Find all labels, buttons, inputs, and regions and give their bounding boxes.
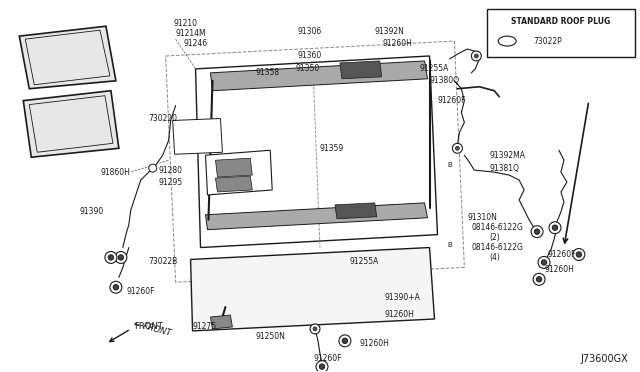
Circle shape [105,251,117,263]
Circle shape [342,338,348,343]
Circle shape [534,229,540,234]
Circle shape [316,361,328,372]
Polygon shape [173,119,223,154]
Text: 91250N: 91250N [255,332,285,341]
Circle shape [148,164,157,172]
Text: 91260F: 91260F [127,287,156,296]
Circle shape [541,260,547,265]
Text: 91392MA: 91392MA [489,151,525,160]
Circle shape [110,281,122,293]
Circle shape [474,54,478,58]
Text: 91306: 91306 [298,27,322,36]
Circle shape [456,146,460,150]
Text: 91380Q: 91380Q [429,76,460,85]
Circle shape [108,255,113,260]
Text: 91260F: 91260F [438,96,466,105]
Text: 91390: 91390 [79,207,103,216]
Circle shape [319,364,324,369]
Text: 91255A: 91255A [420,64,449,73]
Polygon shape [205,203,428,230]
Polygon shape [216,176,252,192]
Polygon shape [335,203,377,219]
Circle shape [310,324,320,334]
Text: 91310N: 91310N [467,213,497,222]
Text: 91214M: 91214M [175,29,206,38]
Circle shape [313,327,317,331]
Text: J73600GX: J73600GX [581,354,628,364]
Polygon shape [340,61,381,79]
Text: 73022P: 73022P [533,36,562,46]
Text: 91260H: 91260H [383,39,413,48]
Polygon shape [211,61,428,91]
Circle shape [339,335,351,347]
Text: 91359: 91359 [320,144,344,153]
Text: 91260H: 91260H [385,310,415,318]
Text: 91260H: 91260H [544,265,574,274]
Text: 91260F: 91260F [547,250,575,259]
Text: 08146-6122G: 08146-6122G [471,223,524,232]
Polygon shape [23,91,119,157]
Text: 91390+A: 91390+A [385,293,420,302]
Text: 91360: 91360 [298,51,322,61]
Text: (2): (2) [489,233,500,242]
Polygon shape [211,315,232,329]
Polygon shape [19,26,116,89]
Circle shape [549,222,561,234]
Text: B: B [447,241,452,247]
Text: 91246: 91246 [184,39,208,48]
Circle shape [113,285,118,290]
Text: 91392N: 91392N [375,27,404,36]
Circle shape [452,143,462,153]
Circle shape [118,255,124,260]
Bar [487,9,635,57]
Text: 91260H: 91260H [360,339,390,348]
Circle shape [573,248,585,260]
Circle shape [471,51,481,61]
Circle shape [538,256,550,268]
Circle shape [536,277,541,282]
Text: 91295: 91295 [159,177,183,186]
Text: 91280: 91280 [159,166,182,174]
Ellipse shape [498,36,516,46]
Circle shape [531,226,543,238]
Text: 91350: 91350 [295,64,319,73]
Text: ← FRONT: ← FRONT [133,320,172,338]
Text: 91381Q: 91381Q [489,164,519,173]
Text: (4): (4) [489,253,500,262]
Circle shape [576,252,582,257]
Text: 91255A: 91255A [350,257,380,266]
Polygon shape [205,150,272,195]
Circle shape [115,251,127,263]
Text: 08146-6122G: 08146-6122G [471,243,524,252]
Text: 91358: 91358 [255,68,280,77]
Polygon shape [216,158,252,177]
Text: 91860H: 91860H [101,168,131,177]
Text: 730220: 730220 [148,114,178,123]
Text: B: B [447,162,452,168]
Circle shape [533,273,545,285]
Polygon shape [191,247,435,331]
Text: 91260F: 91260F [314,354,342,363]
Text: FRONT: FRONT [134,323,163,331]
Text: 73022B: 73022B [148,257,178,266]
Text: 91210: 91210 [173,19,198,28]
Text: STANDARD ROOF PLUG: STANDARD ROOF PLUG [511,17,611,26]
Text: 91275: 91275 [193,323,217,331]
Circle shape [552,225,557,230]
